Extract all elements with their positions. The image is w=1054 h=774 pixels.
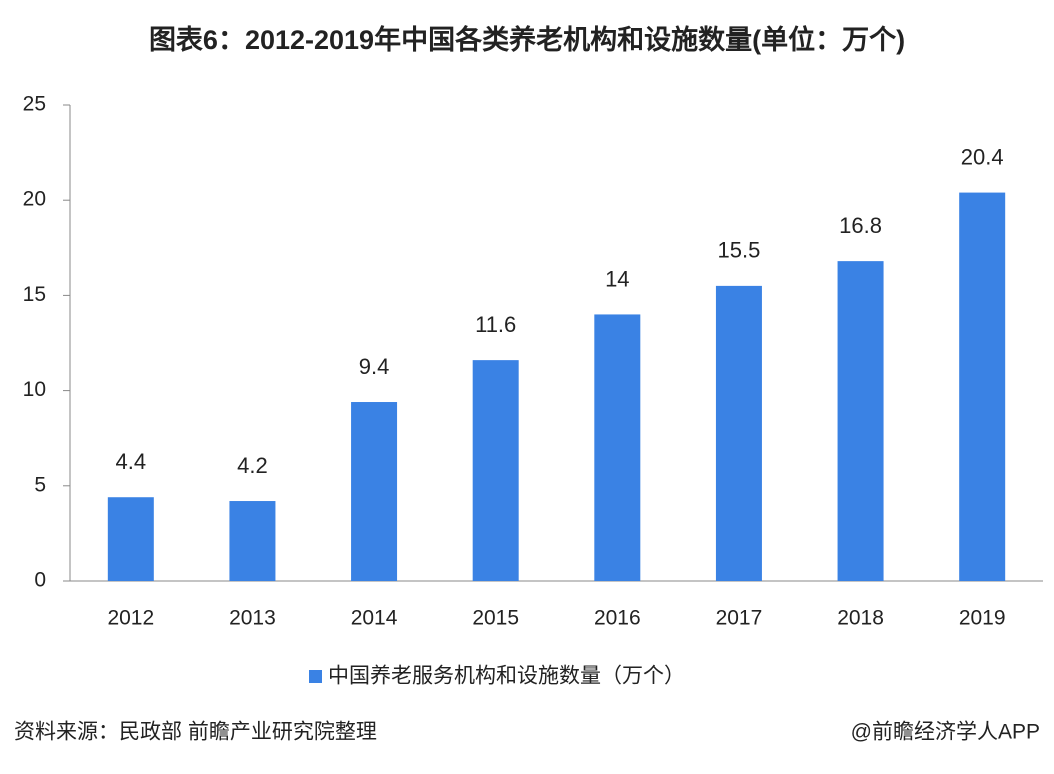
- bar: [229, 501, 276, 581]
- data-label: 4.2: [237, 453, 268, 478]
- y-tick-label: 25: [23, 93, 46, 116]
- bar: [472, 360, 519, 581]
- bar: [351, 402, 398, 581]
- x-tick-label: 2019: [959, 607, 1006, 630]
- data-label: 9.4: [359, 354, 390, 379]
- y-tick-label: 15: [23, 283, 46, 306]
- data-label: 15.5: [718, 238, 761, 263]
- x-tick-label: 2016: [594, 607, 641, 630]
- x-tick-label: 2014: [351, 607, 398, 630]
- y-tick-label: 10: [23, 378, 46, 401]
- data-label: 11.6: [475, 312, 516, 337]
- data-label: 16.8: [839, 213, 882, 238]
- x-tick-label: 2017: [716, 607, 763, 630]
- y-tick-label: 5: [34, 473, 46, 496]
- data-label: 14: [605, 266, 629, 291]
- legend-label: 中国养老服务机构和设施数量（万个）: [328, 665, 685, 688]
- y-tick-label: 20: [23, 188, 46, 211]
- y-tick-label: 0: [34, 569, 46, 592]
- bar: [107, 497, 154, 581]
- credit: @前瞻经济学人APP: [851, 721, 1040, 744]
- x-tick-label: 2012: [107, 607, 154, 630]
- chart-title: 图表6：2012-2019年中国各类养老机构和设施数量(单位：万个): [149, 24, 905, 55]
- data-label: 20.4: [961, 144, 1004, 169]
- x-tick-label: 2018: [837, 607, 884, 630]
- bar: [715, 285, 762, 581]
- x-tick-label: 2015: [472, 607, 519, 630]
- bar: [594, 314, 641, 581]
- x-tick-label: 2013: [229, 607, 276, 630]
- source: 资料来源：民政部 前瞻产业研究院整理: [14, 721, 377, 744]
- bar: [837, 261, 884, 581]
- legend-swatch: [309, 670, 322, 683]
- data-label: 4.4: [116, 449, 147, 474]
- bar: [959, 192, 1006, 582]
